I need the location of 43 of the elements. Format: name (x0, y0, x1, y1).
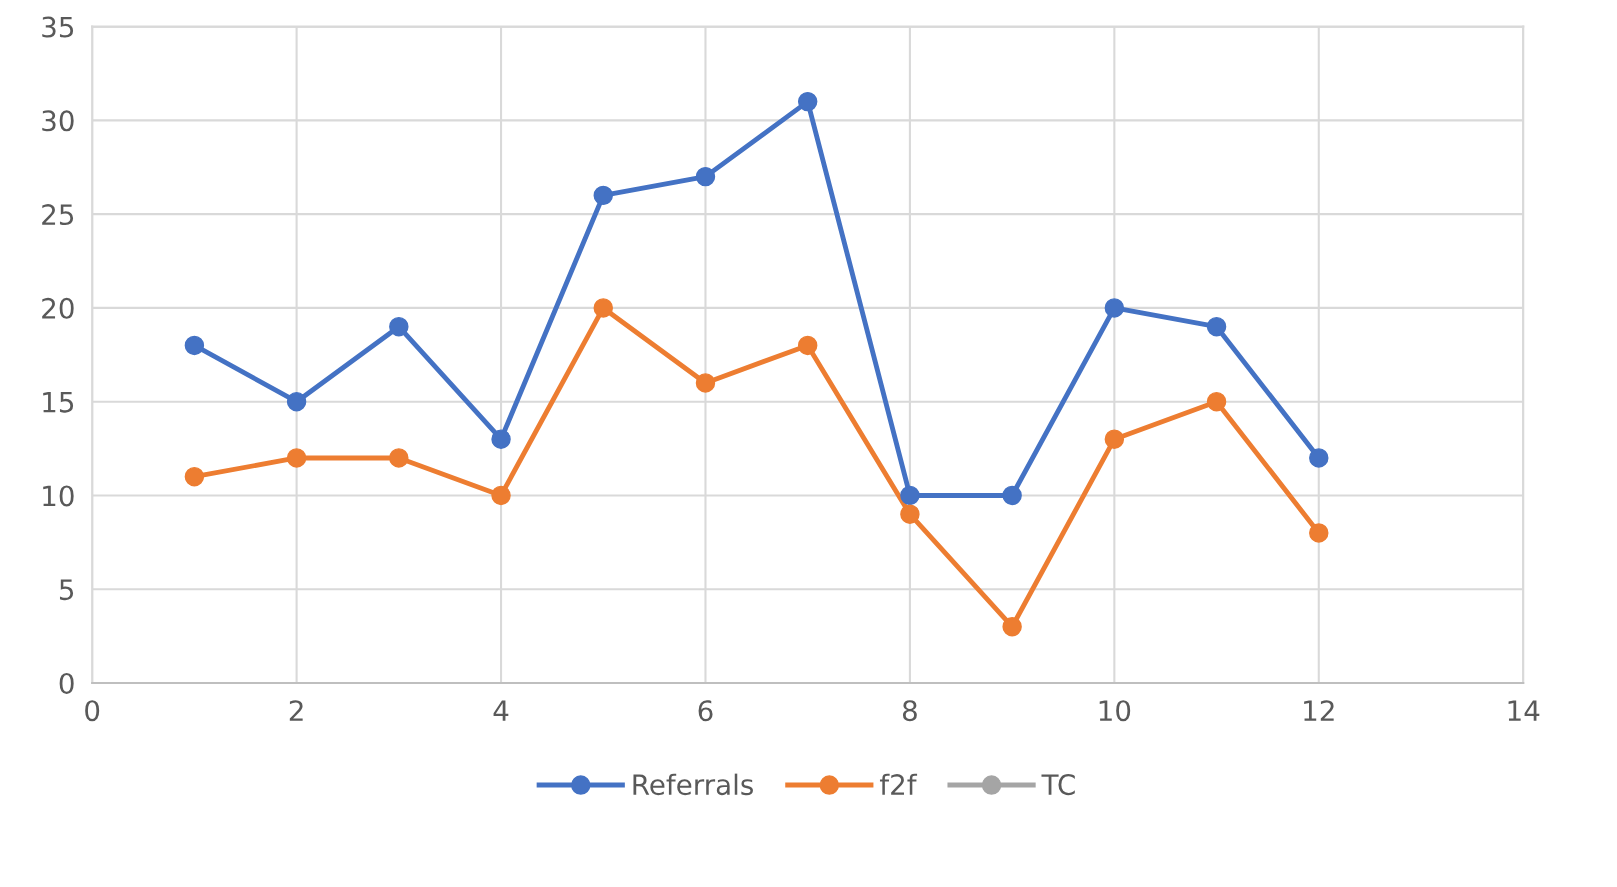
point (286, 391, 307, 412)
y-tick-label: 25 (42, 204, 74, 226)
x-tick-label: 8 (902, 700, 917, 722)
point (797, 335, 818, 356)
y-tick-label: 20 (42, 297, 74, 319)
y-tick-label: 30 (42, 110, 74, 132)
point (1206, 391, 1227, 412)
x-tick-label: 12 (1304, 700, 1334, 721)
point (1104, 429, 1125, 449)
x-tick-label: 4 (493, 700, 509, 721)
point (593, 185, 613, 206)
y-tick-label: 5 (59, 579, 74, 601)
point (491, 485, 511, 506)
point (184, 335, 205, 356)
legend-label: Referrals (633, 773, 753, 796)
point (1309, 448, 1329, 468)
point (389, 448, 409, 468)
legend-label: TC (1041, 774, 1075, 796)
point (491, 429, 511, 449)
x-tick-label: 0 (85, 700, 100, 722)
x-tick-label: 10 (1099, 700, 1131, 722)
point (695, 373, 716, 393)
point (695, 166, 716, 187)
y-tick-label: 35 (42, 16, 74, 38)
x-tick-label: 2 (289, 700, 303, 721)
point (900, 485, 920, 506)
point (184, 466, 205, 487)
y-tick-label: 0 (59, 672, 74, 694)
point (1002, 617, 1022, 637)
point (797, 91, 818, 112)
point (593, 298, 613, 318)
point (286, 448, 307, 468)
point (1002, 485, 1022, 506)
x-tick-label: 14 (1508, 700, 1540, 721)
point (1104, 298, 1125, 318)
point (389, 316, 409, 337)
point (900, 504, 920, 524)
legend-label: f2f (879, 773, 918, 795)
y-tick-label: 10 (43, 485, 74, 507)
x-tick-label: 6 (698, 700, 713, 722)
y-tick-label: 15 (43, 391, 74, 413)
point (1206, 316, 1227, 337)
point (1309, 523, 1329, 543)
